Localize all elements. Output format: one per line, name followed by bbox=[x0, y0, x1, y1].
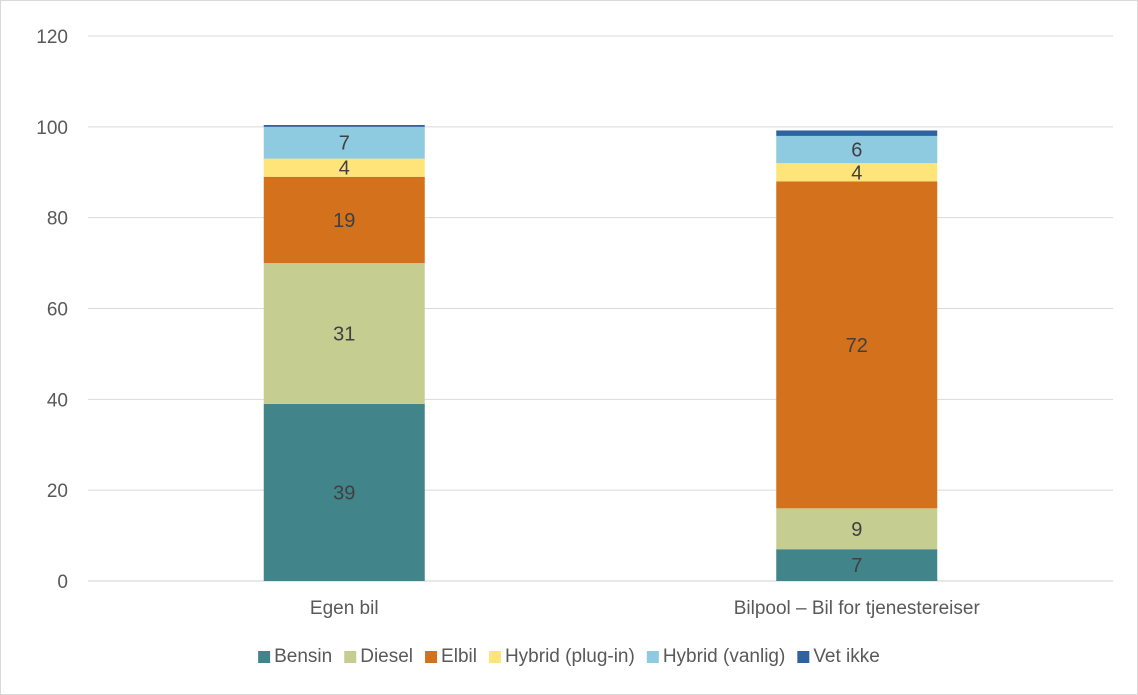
legend-label: Elbil bbox=[441, 646, 477, 667]
legend-label: Hybrid (vanlig) bbox=[663, 646, 785, 667]
data-label: 9 bbox=[851, 519, 862, 541]
bar-segment-hybrid-plug-in bbox=[776, 163, 938, 182]
bar-segment-vet-ikke bbox=[776, 130, 938, 136]
data-label: 4 bbox=[851, 162, 862, 184]
bar-segment-bensin bbox=[776, 549, 938, 581]
legend: Bensin Diesel Elbil Hybrid (plug-in) Hybrid … bbox=[258, 646, 880, 667]
data-label: 7 bbox=[339, 133, 350, 155]
y-tick-label: 40 bbox=[47, 390, 68, 411]
legend-item-elbil: Elbil bbox=[425, 646, 477, 667]
bar-segment-hybrid-vanlig bbox=[776, 135, 938, 164]
data-label: 72 bbox=[846, 335, 868, 357]
y-tick-label: 60 bbox=[47, 300, 68, 321]
bar-segment-hybrid-vanlig bbox=[263, 126, 425, 159]
legend-swatch bbox=[344, 651, 357, 663]
y-tick-label: 0 bbox=[57, 572, 68, 593]
bar-segment-vet-ikke bbox=[263, 125, 425, 127]
bar-segment-diesel bbox=[776, 508, 938, 550]
legend-swatch bbox=[488, 651, 501, 663]
data-label: 31 bbox=[333, 323, 355, 345]
data-label: 19 bbox=[333, 210, 355, 232]
y-tick-label: 20 bbox=[47, 481, 68, 502]
data-label: 4 bbox=[339, 158, 350, 180]
y-tick-label: 100 bbox=[36, 118, 68, 139]
legend-label: Diesel bbox=[360, 646, 413, 667]
legend-swatch bbox=[425, 651, 438, 663]
bar-segment-elbil bbox=[263, 176, 425, 264]
bars bbox=[263, 125, 938, 581]
legend-swatch bbox=[646, 651, 659, 663]
y-tick-label: 120 bbox=[36, 27, 68, 48]
data-label: 7 bbox=[851, 555, 862, 577]
legend-item-vet-ikke: Vet ikke bbox=[797, 646, 880, 667]
bar-segment-diesel bbox=[263, 263, 425, 404]
legend-swatch bbox=[258, 651, 271, 663]
legend-label: Vet ikke bbox=[813, 646, 880, 667]
gridlines bbox=[88, 35, 1113, 582]
y-axis-tick-labels: 0 20 40 60 80 100 120 bbox=[36, 27, 68, 593]
data-label: 6 bbox=[851, 140, 862, 162]
y-tick-label: 80 bbox=[47, 209, 68, 230]
x-category-label: Egen bil bbox=[310, 598, 379, 619]
data-label: 39 bbox=[333, 482, 355, 504]
legend-item-diesel: Diesel bbox=[344, 646, 413, 667]
bar-segment-elbil bbox=[776, 181, 938, 509]
legend-item-hybrid-vanlig: Hybrid (vanlig) bbox=[646, 646, 785, 667]
legend-label: Bensin bbox=[274, 646, 332, 667]
legend-item-hybrid-plug-in: Hybrid (plug-in) bbox=[488, 646, 635, 667]
legend-swatch bbox=[797, 651, 810, 663]
legend-item-bensin: Bensin bbox=[258, 646, 332, 667]
x-axis-category-labels: Egen bil Bilpool – Bil for tjenestereiser bbox=[310, 598, 981, 619]
bar-segment-bensin bbox=[263, 403, 425, 581]
legend-label: Hybrid (plug-in) bbox=[505, 646, 635, 667]
x-category-label: Bilpool – Bil for tjenestereiser bbox=[734, 598, 981, 619]
bar-segment-hybrid-plug-in bbox=[263, 158, 425, 177]
